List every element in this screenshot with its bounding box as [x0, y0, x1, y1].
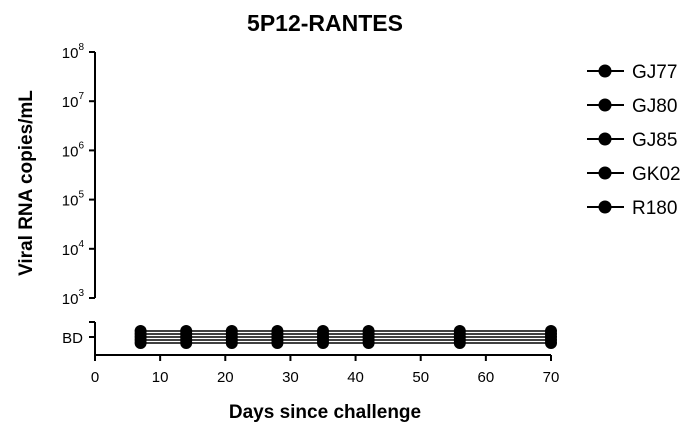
y-axis-label: Viral RNA copies/mL — [16, 90, 37, 276]
series-GK02 — [134, 334, 557, 346]
data-point — [453, 337, 466, 349]
y-tick-label-bd: BD — [62, 330, 83, 347]
chart-title: 5P12-RANTES — [247, 10, 403, 36]
series-GJ80 — [134, 328, 557, 340]
y-tick-label: 105 — [62, 190, 85, 210]
legend-label: GK02 — [632, 164, 681, 185]
data-point — [545, 337, 557, 349]
series-R180 — [134, 337, 557, 349]
data-point — [317, 337, 329, 349]
x-tick-label: 50 — [412, 369, 429, 386]
data-point — [225, 337, 238, 349]
x-axis-label: Days since challenge — [229, 402, 421, 423]
series-layer — [134, 325, 557, 349]
legend-marker — [598, 166, 612, 180]
legend-label: R180 — [632, 198, 677, 219]
legend-marker — [598, 98, 612, 112]
data-point — [362, 337, 375, 349]
legend: GJ77 GJ80 GJ85 GK02 R180 — [587, 62, 681, 219]
x-tick-label: 0 — [91, 369, 99, 386]
data-point — [134, 337, 147, 349]
legend-marker — [598, 64, 612, 78]
legend-label: GJ85 — [632, 130, 677, 151]
y-tick-label: 108 — [62, 42, 85, 62]
x-tick-label: 30 — [282, 369, 299, 386]
y-tick-label: 107 — [62, 91, 85, 111]
legend-item: GJ80 — [587, 96, 677, 117]
series-GJ77 — [134, 325, 557, 337]
legend-marker — [598, 132, 612, 146]
x-tick-label: 60 — [478, 369, 495, 386]
data-point — [180, 337, 193, 349]
legend-item: GJ85 — [587, 130, 677, 151]
legend-item: GK02 — [587, 164, 681, 185]
legend-marker — [598, 200, 612, 214]
series-GJ85 — [134, 331, 557, 343]
axes: 103 104 105 106 107 108 BD 0 10 20 30 40 50 60 70 — [62, 42, 560, 386]
x-tick-label: 20 — [217, 369, 234, 386]
legend-item: R180 — [587, 198, 677, 219]
legend-label: GJ77 — [632, 62, 677, 83]
legend-label: GJ80 — [632, 96, 677, 117]
y-tick-label: 104 — [62, 239, 85, 259]
x-tick-label: 10 — [152, 369, 169, 386]
data-point — [271, 337, 284, 349]
x-tick-label: 70 — [543, 369, 560, 386]
legend-item: GJ77 — [587, 62, 677, 83]
y-tick-label: 106 — [62, 140, 85, 160]
y-tick-label: 103 — [62, 288, 85, 308]
x-tick-label: 40 — [347, 369, 364, 386]
